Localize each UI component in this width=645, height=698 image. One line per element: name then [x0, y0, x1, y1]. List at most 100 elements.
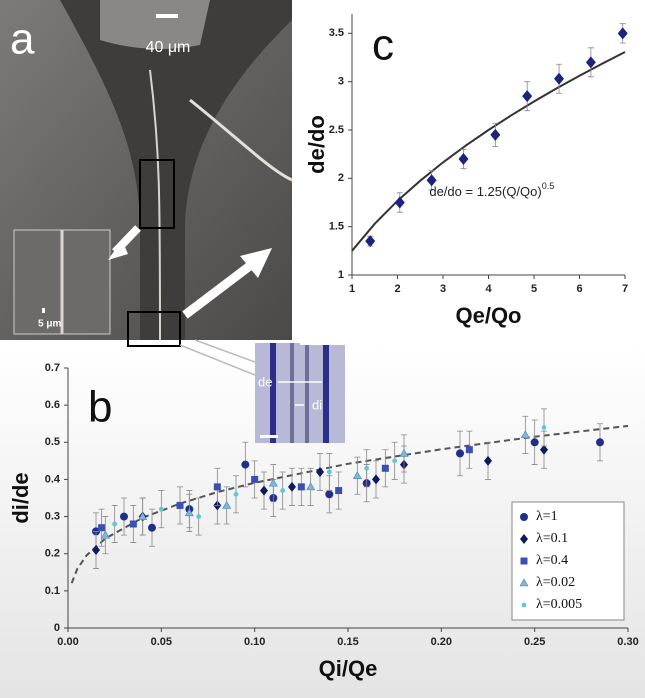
scale-bar	[260, 435, 278, 438]
marker	[519, 578, 529, 587]
x-tick-label: 0.05	[151, 636, 172, 648]
y-tick-label: 1.5	[329, 221, 344, 233]
marker	[365, 235, 376, 248]
annotation-sup: 0.5	[542, 181, 555, 191]
marker	[92, 545, 100, 555]
marker	[617, 27, 628, 40]
x-tick-label: 5	[531, 283, 537, 295]
x-tick-label: 0.10	[244, 636, 265, 648]
x-tick-label: 0.25	[524, 636, 545, 648]
callout	[179, 339, 256, 376]
annotation-text: de/do = 1.25(Q/Qo)	[429, 184, 541, 199]
marker	[306, 482, 316, 491]
chart-c: 1 2 3 4 5 6 7 1 1.5 2 2.5 3 3.5 Qe/Qo de/do c de/do = 1.…	[300, 0, 645, 345]
chart-b: 0.00 0.05 0.10 0.15 0.20 0.25 0.30 0 0.1 0.2 0.3 0.…	[8, 362, 639, 681]
marker	[325, 490, 334, 499]
inset-image	[255, 343, 345, 443]
y-tick-label: 1	[338, 269, 344, 281]
y-tick-label: 2.5	[329, 124, 344, 136]
marker	[596, 438, 604, 447]
marker	[100, 530, 110, 539]
y-tick-label: 0.4	[45, 473, 61, 485]
marker	[426, 174, 437, 187]
marker	[233, 491, 239, 497]
marker	[554, 72, 565, 85]
marker	[98, 524, 106, 532]
capillary	[100, 0, 210, 49]
x-tick-label: 7	[622, 283, 628, 295]
marker	[352, 471, 362, 480]
marker	[394, 196, 405, 209]
scale-bar	[42, 308, 45, 313]
marker	[540, 444, 548, 455]
y-tick-label: 0.5	[45, 436, 60, 448]
legend-box	[511, 501, 625, 621]
interface	[149, 69, 161, 341]
marker	[316, 467, 324, 477]
dimension	[278, 381, 322, 406]
inset-jet	[290, 343, 294, 443]
x-tick-label: 2	[394, 283, 400, 295]
marker	[112, 521, 118, 527]
marker	[520, 513, 528, 521]
marker	[288, 481, 296, 492]
marker	[520, 430, 530, 439]
y-tick-label: 0	[54, 622, 60, 634]
nozzle	[60, 0, 292, 340]
panel-bg	[300, 0, 645, 345]
marker	[541, 425, 547, 430]
marker	[251, 475, 259, 483]
marker	[335, 487, 343, 495]
y-tick-label: 3	[338, 76, 344, 88]
marker	[213, 483, 221, 491]
zoom-box	[127, 311, 181, 347]
marker	[158, 506, 164, 512]
x-axis-label: Qi/Qe	[319, 656, 378, 681]
marker	[184, 508, 194, 517]
marker	[148, 523, 156, 532]
legend-label: λ=0.02	[536, 575, 575, 590]
x-tick-label: 6	[576, 283, 582, 295]
scale-label: 40 μm	[146, 39, 191, 56]
arrow	[182, 258, 258, 319]
marker	[280, 488, 286, 493]
marker	[484, 455, 492, 466]
marker	[530, 438, 539, 447]
marker	[520, 557, 528, 565]
y-axis-label: di/de	[8, 472, 33, 523]
x-tick-label: 1	[349, 283, 355, 295]
marker	[222, 500, 232, 509]
legend-label: λ=1	[536, 509, 558, 524]
y-tick-label: 0.1	[45, 585, 60, 597]
x-axis-label: Qe/Qo	[455, 303, 521, 328]
scale-label: 10 μm	[406, 122, 432, 132]
inset-jet	[305, 343, 309, 443]
y-tick-label: 0.2	[45, 548, 60, 560]
legend-label: λ=0.1	[536, 531, 568, 546]
arrow-head	[108, 240, 128, 260]
marker	[176, 501, 184, 509]
x-tick-label: 0.30	[617, 636, 638, 648]
marker	[399, 448, 409, 457]
legend-label: λ=0.4	[536, 553, 568, 568]
zoom-box	[139, 159, 175, 229]
x-tick-label: 0.20	[431, 636, 452, 648]
fit-line	[70, 424, 629, 584]
scale-label: 5 μm	[38, 319, 61, 330]
panel-label: b	[88, 383, 112, 432]
legend-label: λ=0.005	[536, 597, 582, 612]
marker	[522, 90, 533, 103]
marker	[381, 464, 389, 472]
y-tick-label: 0.6	[45, 399, 60, 411]
marker	[521, 602, 527, 608]
marker	[456, 449, 464, 458]
panel-label: c	[372, 21, 394, 70]
marker	[372, 474, 380, 485]
y-tick-label: 2	[338, 172, 344, 184]
marker	[120, 512, 128, 521]
marker	[297, 483, 305, 491]
x-tick-label: 0.00	[57, 636, 78, 648]
marker	[138, 511, 148, 520]
x-tick-label: 0.15	[337, 636, 358, 648]
